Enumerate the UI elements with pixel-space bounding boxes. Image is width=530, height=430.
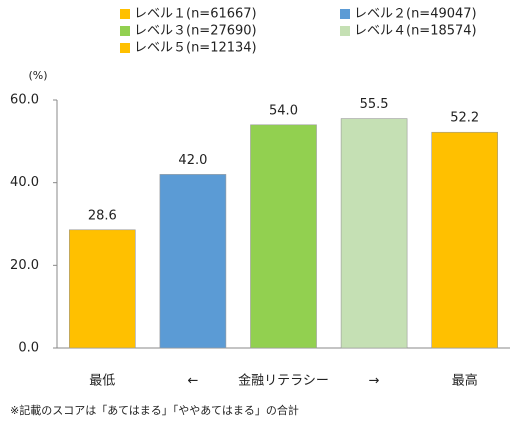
x-tick-label: ← <box>187 374 198 389</box>
legend-swatch <box>120 43 130 53</box>
value-label: 55.5 <box>360 97 389 112</box>
legend-swatch <box>340 9 350 19</box>
x-tick-label: 最高 <box>452 373 478 389</box>
legend-label: レベル１(n=61667) <box>134 7 257 22</box>
x-tick-label: 金融リテラシー <box>238 373 329 389</box>
legend-swatch <box>120 9 130 19</box>
bar <box>69 229 136 349</box>
legend-label: レベル３(n=27690) <box>134 24 257 39</box>
y-tick-label: 0.0 <box>18 341 39 356</box>
y-tick-label: 40.0 <box>10 175 39 190</box>
value-label: 54.0 <box>269 103 298 118</box>
bar <box>340 118 408 349</box>
legend-label: レベル４(n=18574) <box>354 24 477 39</box>
value-label: 52.2 <box>450 111 479 126</box>
bar <box>159 174 227 349</box>
footnote: ※記載のスコアは「あてはまる」「ややあてはまる」の合計 <box>10 403 299 417</box>
legend-label: レベル２(n=49047) <box>354 7 477 22</box>
value-label: 42.0 <box>178 153 207 168</box>
bar <box>431 131 499 349</box>
y-unit: (%) <box>28 69 47 82</box>
y-tick-label: 20.0 <box>10 258 39 273</box>
legend-swatch <box>340 26 350 36</box>
x-tick-label: → <box>369 374 380 389</box>
y-tick-label: 60.0 <box>10 93 39 108</box>
bar <box>250 124 317 349</box>
value-label: 28.6 <box>88 208 117 223</box>
legend-label: レベル５(n=12134) <box>134 41 257 56</box>
x-tick-label: 最低 <box>89 374 115 389</box>
legend-swatch <box>120 26 130 36</box>
